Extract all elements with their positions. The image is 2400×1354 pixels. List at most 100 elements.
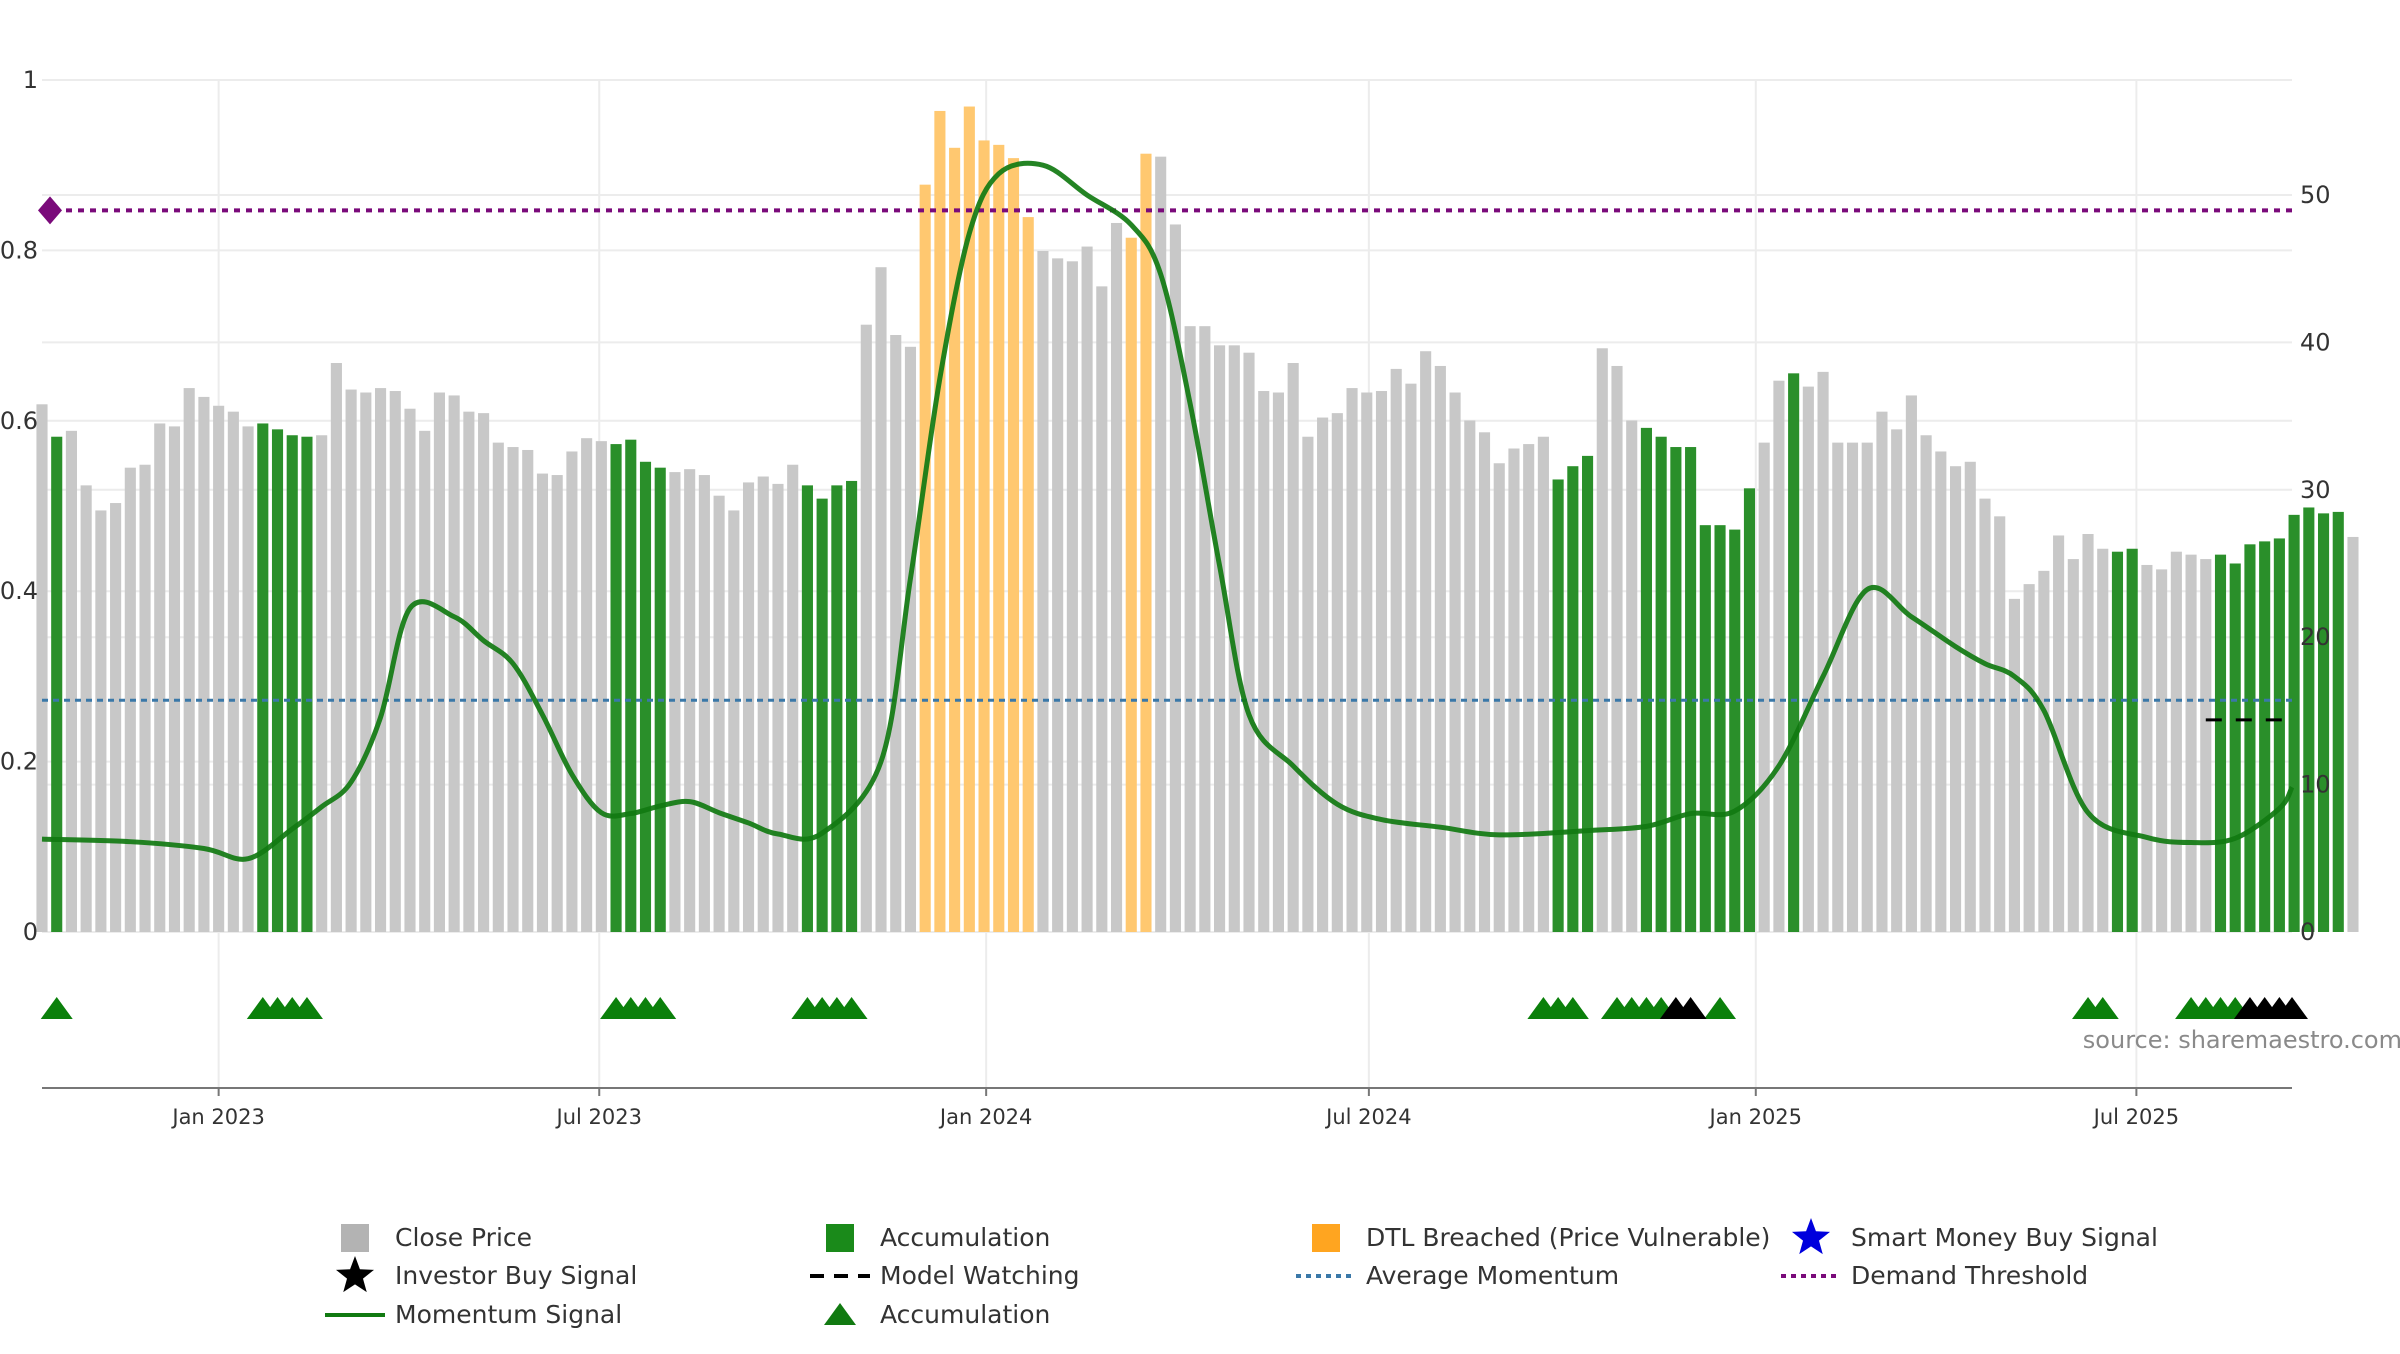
price-bar: [2023, 584, 2035, 932]
price-bar: [1508, 448, 1520, 932]
price-bar: [1155, 156, 1167, 932]
price-bar: [1184, 326, 1196, 932]
price-bar: [110, 503, 122, 932]
price-bar: [2141, 564, 2153, 932]
price-bar: [227, 411, 239, 932]
accumulation-bar: [2229, 563, 2241, 932]
price-bar: [536, 473, 549, 932]
price-bar: [1287, 363, 1299, 932]
price-bar: [404, 408, 416, 933]
accumulation-bar: [2244, 544, 2256, 932]
price-bar: [316, 435, 328, 932]
price-bar: [1081, 246, 1093, 932]
price-bar: [1258, 391, 1270, 932]
legend-label: Accumulation: [880, 1300, 1050, 1329]
price-bar: [95, 510, 107, 932]
price-bar: [1464, 420, 1476, 932]
accumulation-bar: [1640, 427, 1652, 932]
legend-label: Average Momentum: [1366, 1261, 1619, 1290]
momentum-signal-line: [41, 160, 2295, 862]
price-bar: [1199, 326, 1211, 932]
price-bar: [1802, 386, 1814, 933]
price-bar: [1243, 352, 1255, 932]
price-bar: [478, 413, 490, 932]
price-bar: [2200, 559, 2212, 932]
price-bar: [1493, 463, 1505, 932]
price-bar: [360, 392, 372, 932]
accumulation-bar: [639, 461, 652, 932]
x-axis-tick-label: Jan 2023: [170, 1105, 265, 1129]
price-bar: [2082, 534, 2094, 932]
demand-threshold-marker: [38, 196, 62, 225]
legend-label: Model Watching: [880, 1261, 1080, 1290]
accumulation-bar: [2111, 551, 2124, 932]
accumulation-bar: [2214, 554, 2227, 932]
accumulation-triangle: [835, 997, 868, 1019]
price-bar: [2185, 554, 2197, 932]
accumulation-bar: [1670, 447, 1682, 932]
dtl-breached-bar: [978, 140, 990, 933]
left-axis-tick: 0.4: [0, 577, 38, 605]
accumulation-bar: [257, 423, 269, 932]
dtl-breached-bar: [1022, 217, 1034, 933]
price-bar: [2038, 570, 2050, 932]
price-bar: [875, 267, 887, 932]
price-bar: [1611, 365, 1623, 932]
price-bar: [2008, 598, 2020, 932]
price-bar: [507, 447, 519, 932]
price-bar: [1375, 391, 1388, 932]
legend-star-icon: [1791, 1218, 1831, 1255]
price-bar: [1478, 432, 1491, 932]
price-bar: [1861, 442, 1873, 932]
accumulation-bar: [625, 439, 637, 932]
price-bar: [2067, 559, 2079, 932]
price-bars: [36, 106, 2359, 933]
accumulation-bar: [1685, 447, 1697, 932]
price-bar: [213, 405, 225, 932]
legend-label: DTL Breached (Price Vulnerable): [1366, 1223, 1770, 1252]
accumulation-bar: [301, 436, 313, 932]
left-axis-tick: 1: [23, 66, 38, 94]
price-bar: [1905, 395, 1917, 932]
price-bar: [728, 510, 740, 932]
price-bar: [1832, 442, 1844, 932]
price-bar: [669, 472, 681, 932]
right-axis-tick: 10: [2300, 771, 2331, 799]
accumulation-bar: [1552, 479, 1564, 932]
dtl-breached-bar: [963, 106, 975, 932]
price-bar: [1096, 286, 1108, 932]
price-bar: [1405, 383, 1417, 932]
price-bar: [80, 485, 92, 932]
price-bar: [581, 438, 593, 932]
price-bar: [1434, 365, 1446, 932]
accumulation-bar: [51, 436, 63, 932]
price-bar: [757, 476, 769, 932]
price-bar: [1110, 222, 1123, 933]
price-bar: [1214, 345, 1226, 932]
legend: Close Price Accumulation DTL Breached (Pri…: [325, 1218, 2158, 1329]
price-bar: [419, 430, 431, 932]
x-axis-tick-label: Jan 2024: [938, 1105, 1033, 1129]
accumulation-bar: [610, 444, 622, 932]
price-bar: [860, 324, 872, 933]
price-bar: [492, 442, 504, 932]
accumulation-triangle: [290, 997, 323, 1019]
legend-swatch: [826, 1224, 854, 1252]
legend-star-icon: [335, 1256, 375, 1293]
x-axis-tick-label: Jul 2024: [1324, 1105, 1411, 1129]
price-bar: [1964, 461, 1976, 932]
price-bar: [1169, 224, 1181, 933]
price-bar: [772, 483, 784, 932]
price-bar: [183, 388, 195, 932]
x-axis-tick-label: Jan 2025: [1708, 1105, 1803, 1129]
dtl-breached-bar: [919, 184, 931, 932]
price-bar: [890, 335, 902, 932]
price-bar: [1920, 435, 1932, 932]
price-bar: [1596, 348, 1608, 932]
price-bar: [2097, 548, 2109, 932]
price-bar: [1773, 380, 1785, 932]
x-axis-tick-label: Jul 2023: [555, 1105, 642, 1129]
